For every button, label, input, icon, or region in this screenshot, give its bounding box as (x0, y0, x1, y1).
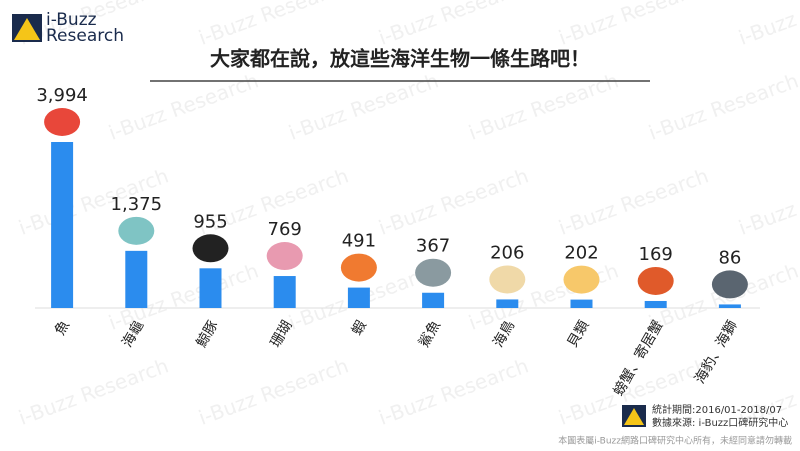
watermark: i-Buzz Research (195, 353, 351, 429)
value-label: 206 (490, 242, 524, 263)
value-label: 955 (193, 211, 227, 232)
icon (563, 265, 600, 294)
value-label: 367 (416, 236, 450, 257)
bar (199, 268, 222, 308)
icon (118, 216, 155, 245)
watermark: i-Buzz Research (555, 163, 711, 239)
x-tick-label: 海豹、海獅 (692, 318, 741, 387)
value-label: 169 (639, 244, 673, 265)
logo-text: i-Buzz (46, 10, 97, 30)
watermark: i-Buzz Research (375, 163, 531, 239)
value-label: 86 (718, 247, 741, 268)
value-label: 769 (268, 219, 302, 240)
bar (496, 299, 519, 308)
x-tick-label: 貝類 (565, 318, 593, 350)
watermark: i-Buzz Research (465, 68, 621, 144)
watermark: i-Buzz Research (195, 0, 351, 50)
bar (644, 300, 667, 308)
bar (125, 250, 148, 308)
x-tick-label: 魚 (52, 318, 73, 338)
value-label: 202 (564, 243, 598, 264)
watermark: i-Buzz Research (15, 353, 171, 429)
watermark: i-Buzz Research (645, 68, 800, 144)
value-label: 3,994 (36, 85, 88, 106)
bar (422, 292, 445, 308)
value-label: 491 (342, 231, 376, 252)
watermark: i-Buzz Research (735, 163, 800, 239)
footer-period: 統計期間:2016/01-2018/07 (652, 403, 782, 416)
icon (489, 265, 526, 294)
x-tick-label: 鯊魚 (416, 318, 444, 350)
x-tick-label: 鯨豚 (194, 318, 222, 350)
bar (51, 142, 74, 308)
footer-copyright: 本圖表屬i-Buzz網路口碑研究中心所有，未經同意請勿轉載 (558, 435, 792, 447)
bar (570, 299, 593, 308)
footer-logo-triangle (624, 408, 644, 425)
footer-source: 數據來源: i-Buzz口碑研究中心 (652, 416, 788, 429)
watermark: i-Buzz Research (375, 353, 531, 429)
icon (711, 270, 748, 299)
logo-triangle (14, 18, 40, 40)
watermark: i-Buzz Research (375, 0, 531, 50)
icon (192, 234, 229, 263)
logo: i-Buzz Research (12, 10, 124, 46)
icon (637, 266, 674, 295)
bar (273, 276, 296, 308)
value-label: 1,375 (111, 194, 163, 215)
watermark: i-Buzz Research (105, 68, 261, 144)
icon (44, 108, 81, 136)
watermark: i-Buzz Research (735, 0, 800, 50)
icon (340, 253, 377, 282)
icon (415, 258, 452, 287)
watermark: i-Buzz Research (465, 258, 621, 334)
watermark: i-Buzz Research (285, 68, 441, 144)
icon (266, 242, 303, 271)
logo-text: Research (46, 26, 124, 46)
x-tick-label: 蝦 (349, 318, 370, 338)
watermark: i-Buzz Research (555, 0, 711, 50)
chart-title: 大家都在說，放這些海洋生物一條生路吧！ (210, 47, 590, 71)
bar (718, 304, 741, 308)
bar (347, 287, 370, 308)
